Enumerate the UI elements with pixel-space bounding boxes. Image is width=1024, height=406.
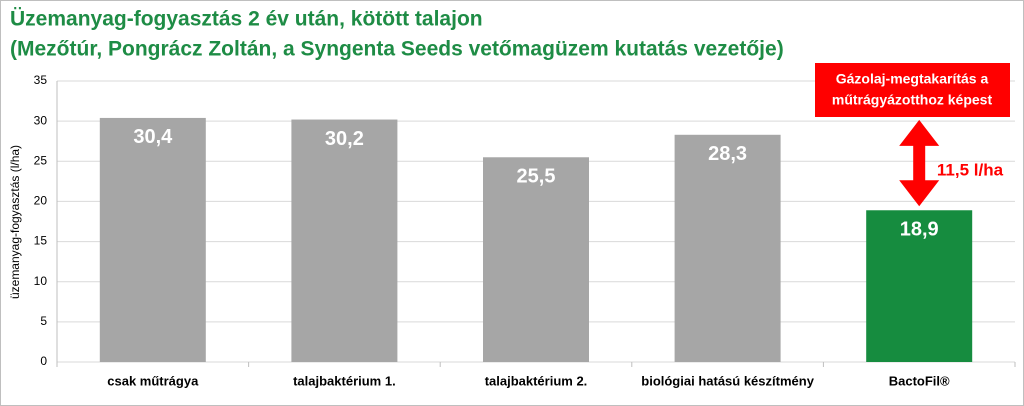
y-axis-label: üzemanyag-fogyasztás (l/ha) [8, 145, 22, 299]
value-label: 18,9 [900, 219, 939, 241]
bar [483, 157, 589, 362]
y-tick-label: 15 [34, 234, 48, 248]
x-tick-label: csak műtrágya [107, 373, 199, 388]
x-tick-label: BactoFil® [889, 373, 950, 388]
x-tick-label: biológiai hatású készítmény [641, 373, 814, 388]
y-tick-label: 5 [40, 314, 47, 328]
value-label: 28,3 [708, 143, 747, 165]
bar [99, 117, 206, 362]
y-tick-label: 35 [34, 73, 48, 87]
difference-label: 11,5 l/ha [937, 161, 1004, 180]
y-tick-label: 25 [34, 153, 48, 167]
bar [291, 119, 398, 362]
y-tick-label: 30 [34, 113, 48, 127]
difference-arrow [899, 119, 940, 207]
x-tick-label: talajbaktérium 2. [485, 373, 588, 388]
bar [674, 134, 781, 362]
y-tick-label: 20 [34, 194, 48, 208]
chart-subtitle: (Mezőtúr, Pongrácz Zoltán, a Syngenta Se… [10, 38, 784, 61]
value-label: 30,2 [325, 128, 364, 150]
x-tick-label: talajbaktérium 1. [293, 373, 396, 388]
annotation-text: műtrágyázotthoz képest [832, 92, 993, 108]
y-tick-label: 10 [34, 274, 48, 288]
annotation-box [815, 63, 1010, 117]
annotation-text: Gázolaj-megtakarítás a [836, 71, 989, 87]
value-label: 30,4 [133, 126, 173, 148]
chart-title: Üzemanyag-fogyasztás 2 év után, kötött t… [10, 8, 483, 31]
bar [866, 210, 973, 362]
y-tick-label: 0 [40, 354, 47, 368]
value-label: 25,5 [517, 166, 556, 188]
